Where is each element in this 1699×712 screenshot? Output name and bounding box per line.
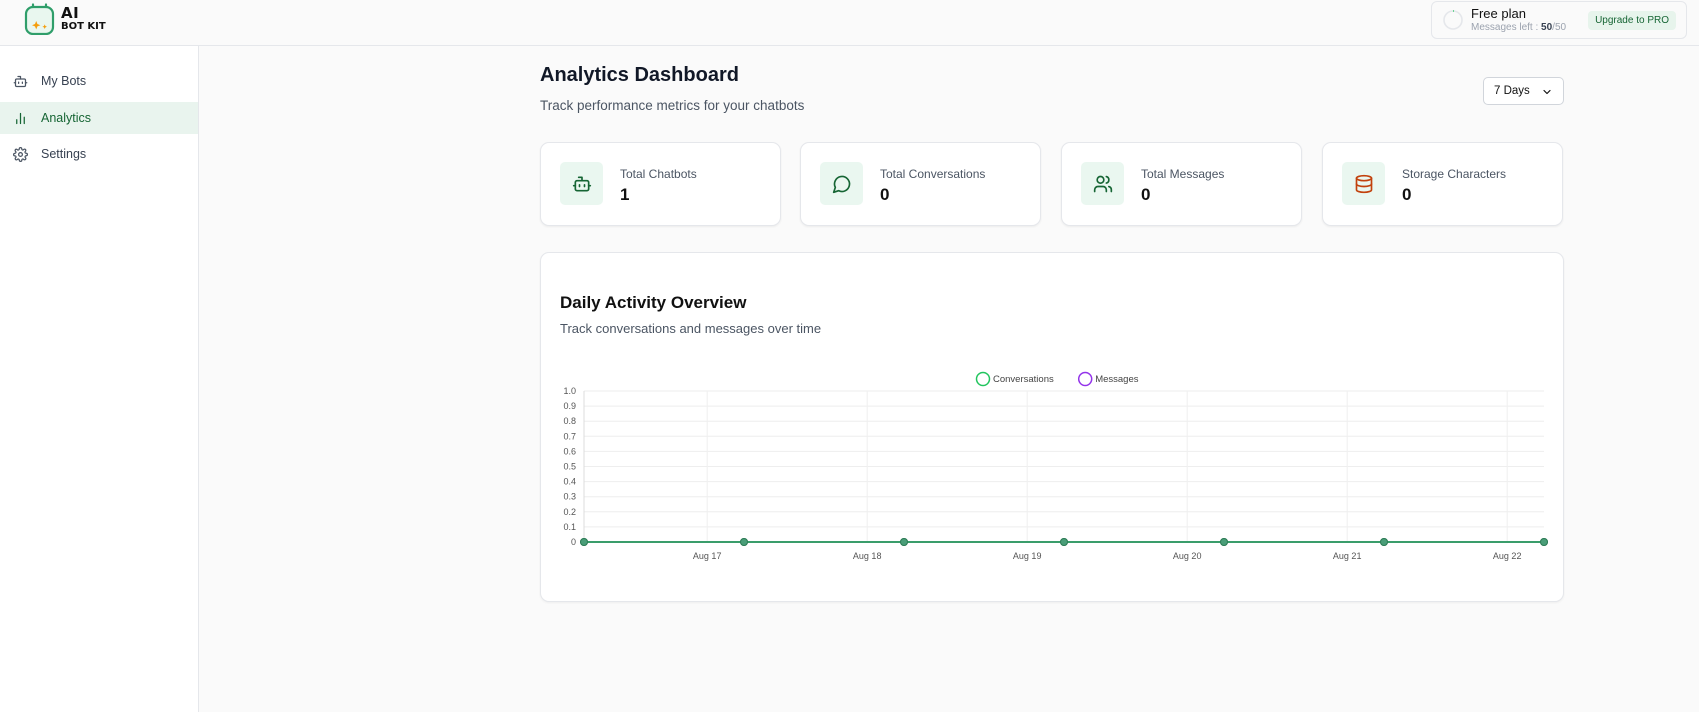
bot-icon [560, 162, 603, 205]
daily-activity-card: Daily Activity Overview Track conversati… [540, 252, 1564, 602]
upgrade-button[interactable]: Upgrade to PRO [1588, 11, 1676, 30]
legend-swatch [975, 371, 991, 387]
messages-left-count: 50 [1541, 21, 1553, 33]
usage-ring-icon [1443, 10, 1463, 30]
activity-line-chart: 0 0.1 0.2 0.3 0.4 0.5 0.6 0.7 0.8 0.9 1.0 Aug 17 Aug… [563, 371, 1548, 561]
sidebar-item-label: Analytics [41, 111, 92, 125]
stat-value: 0 [1402, 185, 1412, 204]
y-tick-label: 0.6 [563, 446, 576, 456]
database-icon [1342, 162, 1385, 205]
messages-left: Messages left : 50/50 [1471, 22, 1566, 33]
data-point [740, 538, 748, 546]
y-tick-label: 1.0 [563, 386, 576, 396]
data-point [1380, 538, 1388, 546]
x-tick-label: Aug 18 [853, 551, 882, 561]
x-tick-label: Aug 20 [1173, 551, 1202, 561]
x-tick-label: Aug 21 [1333, 551, 1362, 561]
sidebar-item-label: My Bots [41, 74, 87, 88]
stat-value: 0 [1141, 185, 1151, 204]
y-tick-label: 0.3 [563, 492, 576, 502]
y-tick-label: 0.7 [563, 431, 576, 441]
x-tick-label: Aug 19 [1013, 551, 1042, 561]
sidebar-item-my-bots[interactable]: My Bots [0, 65, 198, 97]
legend-label: Messages [1095, 374, 1139, 385]
logo-text-line1: AI [61, 4, 80, 22]
data-point [1540, 538, 1548, 546]
stat-card-total-messages: Total Messages 0 [1061, 142, 1302, 226]
chevron-down-icon [1543, 89, 1551, 95]
x-tick-label: Aug 17 [693, 551, 722, 561]
data-point [1220, 538, 1228, 546]
stat-label: Total Chatbots [620, 167, 697, 181]
app-logo[interactable]: AI BOT KIT [24, 3, 106, 36]
chart-subtitle: Track conversations and messages over ti… [560, 321, 822, 336]
page-title: Analytics Dashboard [540, 64, 739, 86]
data-point [1060, 538, 1068, 546]
stat-label: Storage Characters [1402, 167, 1507, 181]
bar-chart-icon [12, 110, 28, 126]
y-tick-label: 0.4 [563, 477, 576, 487]
messages-left-label: Messages left : [1471, 21, 1539, 33]
y-tick-label: 0.5 [563, 462, 576, 472]
stat-card-storage-characters: Storage Characters 0 [1322, 142, 1563, 226]
stat-card-total-chatbots: Total Chatbots 1 [540, 142, 781, 226]
y-tick-label: 0 [571, 537, 576, 547]
bot-icon [12, 73, 28, 89]
message-circle-icon [820, 162, 863, 205]
plan-status-box: Free plan Messages left : 50/50 Upgrade … [1431, 1, 1687, 39]
legend-swatch [1077, 371, 1093, 387]
y-tick-label: 0.9 [563, 401, 576, 411]
sidebar-item-settings[interactable]: Settings [0, 138, 198, 170]
y-tick-label: 0.2 [563, 507, 576, 517]
gear-icon [12, 146, 28, 162]
date-range-select[interactable]: 7 Days [1483, 77, 1564, 105]
sidebar-item-label: Settings [41, 147, 87, 161]
messages-total: /50 [1552, 21, 1567, 33]
top-bar: AI BOT KIT Free plan Messages left : 50/… [0, 0, 1699, 46]
stat-value: 0 [880, 185, 890, 204]
y-tick-label: 0.8 [563, 416, 576, 426]
chart-title: Daily Activity Overview [560, 293, 747, 312]
sidebar-item-analytics[interactable]: Analytics [0, 102, 198, 134]
data-point [900, 538, 908, 546]
stat-label: Total Messages [1141, 167, 1225, 181]
stat-value: 1 [620, 185, 630, 204]
date-range-value: 7 Days [1494, 85, 1530, 97]
stat-card-total-conversations: Total Conversations 0 [800, 142, 1041, 226]
sidebar: My Bots Analytics Settings [0, 46, 199, 712]
x-tick-label: Aug 22 [1493, 551, 1522, 561]
y-tick-label: 0.1 [563, 522, 576, 532]
logo-icon [24, 3, 56, 36]
data-point [580, 538, 588, 546]
legend-label: Conversations [993, 374, 1054, 385]
logo-text-line2: BOT KIT [61, 21, 106, 32]
users-icon [1081, 162, 1124, 205]
stat-label: Total Conversations [880, 167, 986, 181]
plan-name: Free plan [1471, 6, 1526, 22]
page-subtitle: Track performance metrics for your chatb… [540, 98, 805, 113]
